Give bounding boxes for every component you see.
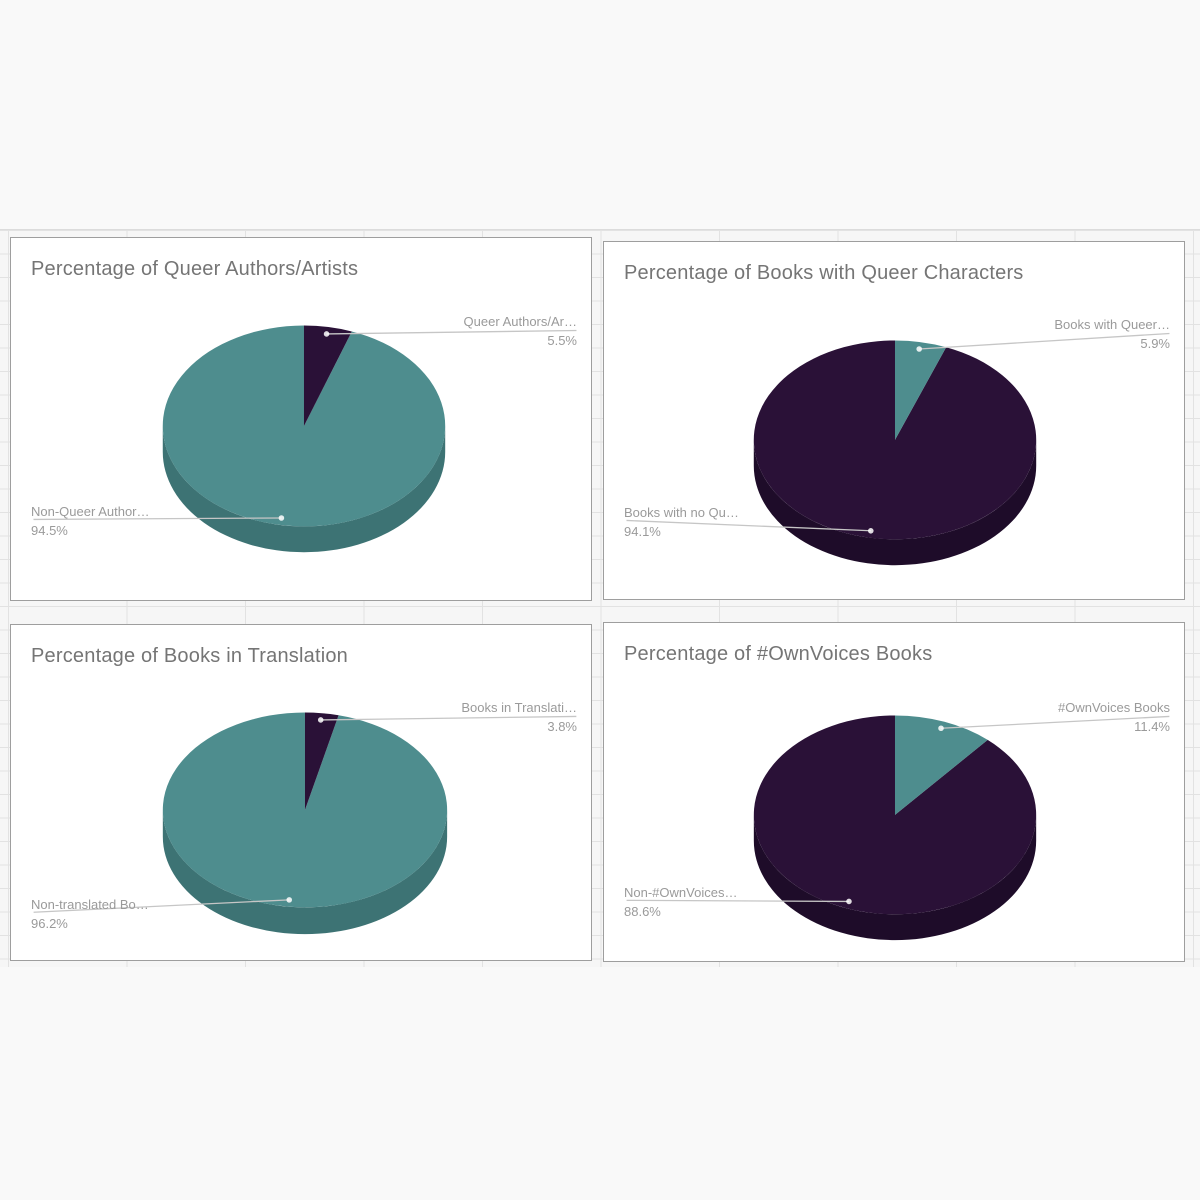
chart-title: Percentage of Queer Authors/Artists [31,258,359,280]
leader-dot [916,346,922,352]
slice-label: Books with no Qu… [624,505,739,520]
pie-slice-major[interactable] [753,340,1037,540]
slice-label: #OwnVoices Books [1057,700,1170,715]
chart-ownvoices-books[interactable]: Percentage of #OwnVoices Books #OwnVoice… [603,622,1185,962]
slice-percent: 11.4% [1134,719,1170,734]
slice-percent: 88.6% [624,904,661,919]
leader-line [626,899,849,903]
slice-percent: 96.2% [31,916,68,931]
pie-slice-minor[interactable] [894,715,988,815]
leader-dot [938,725,944,732]
slice-label: Queer Authors/Ar… [463,314,577,329]
slice-label: Books in Translati… [461,700,577,715]
pie-slice-minor[interactable] [894,340,947,440]
pie-3d [33,712,577,935]
pie-3d [626,715,1170,941]
leader-dot [317,717,324,723]
leader-dot [323,331,330,337]
leader-line [33,899,290,913]
leader-line [33,517,282,521]
slice-percent: 94.5% [31,523,68,538]
chart-title: Percentage of Books with Queer Character… [624,262,1024,284]
chart-queer-authors-artists[interactable]: Percentage of Queer Authors/Artists Quee… [10,237,592,601]
slice-label: Books with Queer… [1054,317,1170,332]
leader-line [320,715,577,721]
slice-percent: 94.1% [624,524,661,539]
pie-3d [33,325,577,553]
pie-side [753,814,1037,941]
pie-side [753,439,1037,566]
leader-dot [868,528,874,534]
leader-dot [846,898,852,905]
pie-slice-minor[interactable] [304,712,339,810]
pie-slice-major[interactable] [162,325,446,527]
slice-percent: 5.5% [547,333,577,348]
pie-slice-major[interactable] [753,715,1037,915]
pie-slice-major[interactable] [162,712,448,908]
chart-title: Percentage of Books in Translation [31,645,348,667]
slice-percent: 5.9% [1140,336,1170,351]
pie-3d [626,332,1170,566]
leader-line [940,715,1170,729]
leader-dot [278,515,285,521]
leader-line [919,332,1170,350]
pie-slice-minor[interactable] [303,325,352,426]
chart-books-in-translation[interactable]: Percentage of Books in Translation Books… [10,624,592,961]
slice-percent: 3.8% [547,719,577,734]
leader-line [326,329,577,335]
leader-line [626,519,871,532]
pie-side [162,425,446,553]
chart-title: Percentage of #OwnVoices Books [624,643,933,665]
leader-dot [286,897,293,903]
slice-label: Non-Queer Author… [31,504,150,519]
slice-label: Non-#OwnVoices… [624,885,738,900]
slice-label: Non-translated Bo… [31,897,149,912]
chart-books-queer-characters[interactable]: Percentage of Books with Queer Character… [603,241,1185,600]
